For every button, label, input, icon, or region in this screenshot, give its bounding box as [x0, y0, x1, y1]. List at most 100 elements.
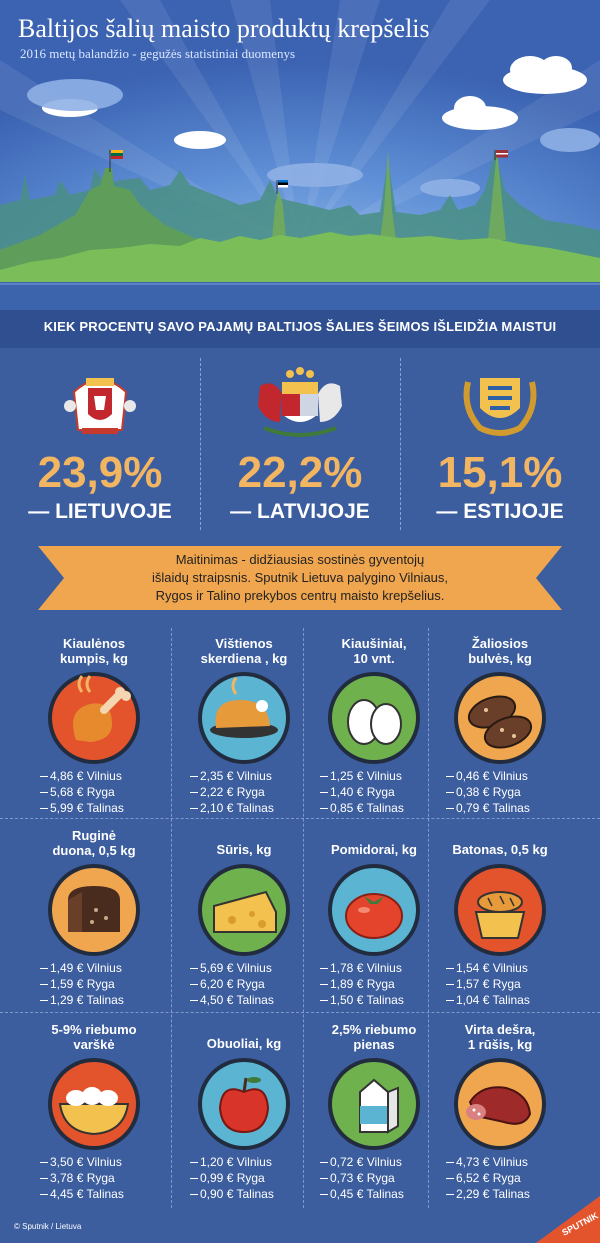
product-card: Žaliosios bulvės, kg 0,46 € Vilnius 0,38 € …: [426, 636, 574, 816]
ribbon-line: Rygos ir Talino prekybos centrų maisto k…: [155, 588, 445, 603]
info-ribbon: [64, 546, 536, 610]
product-name-line: 10 vnt.: [353, 651, 395, 666]
info-ribbon-text: Maitinimas - didžiausias sostinės gyvent…: [80, 551, 520, 605]
product-name-line: 1 rūšis, kg: [467, 1037, 533, 1052]
product-card: Ruginė duona, 0,5 kg 1,49 € Vilnius 1,59 € …: [20, 828, 168, 1008]
price-item: 6,20 € Ryga: [190, 976, 274, 992]
product-name: Kiaulėnos kumpis, kg: [20, 636, 168, 666]
price-item: 2,35 € Vilnius: [190, 768, 274, 784]
page-subtitle: 2016 metų balandžio - gegužės statistini…: [20, 46, 296, 61]
tomato-icon: [326, 862, 422, 958]
price-list: 1,25 € Vilnius 1,40 € Ryga 0,85 € Talinas: [320, 768, 404, 816]
stat-percentage: 23,9%: [37, 448, 163, 497]
product-name: Batonas, 0,5 kg: [426, 842, 574, 857]
price-item: 1,89 € Ryga: [320, 976, 404, 992]
product-name-line: Sūris, kg: [216, 842, 272, 857]
grid-divider: [428, 628, 429, 1208]
product-name: Žaliosios bulvės, kg: [426, 636, 574, 666]
stat-latvia: 22,2% — LATVIJOJE: [200, 348, 400, 538]
grid-divider: [171, 628, 172, 1208]
ribbon-left-tail: [38, 546, 64, 610]
question-band: [0, 310, 600, 348]
grid-divider: [0, 1012, 600, 1013]
flags: [109, 150, 508, 194]
price-item: 1,20 € Vilnius: [190, 1154, 274, 1170]
product-name-line: pienas: [353, 1037, 395, 1052]
product-card: Obuoliai, kg 1,20 € Vilnius 0,99 € Ryga 0,9…: [170, 1022, 318, 1202]
price-item: 0,90 € Talinas: [190, 1186, 274, 1202]
price-item: 2,10 € Talinas: [190, 800, 274, 816]
price-item: 1,25 € Vilnius: [320, 768, 404, 784]
product-card: Sūris, kg 5,69 € Vilnius 6,20 € Ryga 4,50 €…: [170, 828, 318, 1008]
price-item: 1,29 € Talinas: [40, 992, 124, 1008]
roast-chicken-icon: [196, 670, 292, 766]
product-card: Vištienos skerdiena , kg 2,35 € Vilnius 2,2…: [170, 636, 318, 816]
price-item: 1,54 € Vilnius: [446, 960, 530, 976]
price-item: 5,99 € Talinas: [40, 800, 124, 816]
bread-basket-icon: [452, 862, 548, 958]
price-item: 4,50 € Talinas: [190, 992, 274, 1008]
stat-country: — ESTIJOJE: [436, 500, 564, 523]
product-name-line: 5-9% riebumo: [51, 1022, 137, 1037]
price-list: 5,69 € Vilnius 6,20 € Ryga 4,50 € Talinas: [190, 960, 274, 1008]
price-list: 1,78 € Vilnius 1,89 € Ryga 1,50 € Talinas: [320, 960, 404, 1008]
price-item: 0,73 € Ryga: [320, 1170, 404, 1186]
product-name-line: Batonas, 0,5 kg: [452, 842, 548, 857]
price-list: 1,54 € Vilnius 1,57 € Ryga 1,04 € Talinas: [446, 960, 530, 1008]
product-card: Batonas, 0,5 kg 1,54 € Vilnius 1,57 € Ryga…: [426, 828, 574, 1008]
ham-leg-icon: [46, 670, 142, 766]
price-item: 0,72 € Vilnius: [320, 1154, 404, 1170]
product-card: Pomidorai, kg 1,78 € Vilnius 1,89 € Ryga 1,…: [300, 828, 448, 1008]
price-list: 4,73 € Vilnius 6,52 € Ryga 2,29 € Talinas: [446, 1154, 530, 1202]
page-title: Baltijos šalių maisto produktų krepšelis: [18, 14, 430, 43]
product-card: Virta dešra, 1 rūšis, kg 4,73 € Vilnius 6,5…: [426, 1022, 574, 1202]
product-name-line: Ruginė: [71, 828, 117, 843]
apple-icon: [196, 1056, 292, 1152]
stat-country: — LATVIJOJE: [230, 500, 370, 523]
sputnik-logo-icon: SPUTNIK: [536, 1196, 600, 1243]
product-card: Kiaušiniai, 10 vnt. 1,25 € Vilnius 1,40 € R…: [300, 636, 448, 816]
sausage-icon: [452, 1056, 548, 1152]
ribbon-line: išlaidų straipsnis. Sputnik Lietuva paly…: [151, 570, 449, 585]
price-item: 1,40 € Ryga: [320, 784, 404, 800]
price-list: 0,46 € Vilnius 0,38 € Ryga 0,79 € Talinas: [446, 768, 530, 816]
product-name: 5-9% riebumo varškė: [20, 1022, 168, 1052]
product-name-line: Obuoliai, kg: [206, 1036, 282, 1051]
price-item: 1,04 € Talinas: [446, 992, 530, 1008]
lithuania-coat-of-arms-icon: [64, 378, 136, 434]
grid-divider: [0, 818, 600, 819]
price-item: 6,52 € Ryga: [446, 1170, 530, 1186]
price-list: 2,35 € Vilnius 2,22 € Ryga 2,10 € Talinas: [190, 768, 274, 816]
product-name-line: Žaliosios: [471, 636, 529, 651]
price-item: 4,73 € Vilnius: [446, 1154, 530, 1170]
price-item: 2,29 € Talinas: [446, 1186, 530, 1202]
rye-bread-icon: [46, 862, 142, 958]
cottage-cheese-icon: [46, 1056, 142, 1152]
product-name: Obuoliai, kg: [170, 1036, 318, 1051]
price-item: 1,57 € Ryga: [446, 976, 530, 992]
product-name-line: Kiaušiniai,: [341, 636, 407, 651]
clouds: [42, 56, 587, 149]
product-name: Kiaušiniai, 10 vnt.: [300, 636, 448, 666]
footer-credit: © Sputnik / Lietuva: [14, 1222, 82, 1231]
price-item: 0,46 € Vilnius: [446, 768, 530, 784]
price-item: 5,68 € Ryga: [40, 784, 124, 800]
price-item: 0,38 € Ryga: [446, 784, 530, 800]
potatoes-icon: [452, 670, 548, 766]
price-list: 1,20 € Vilnius 0,99 € Ryga 0,90 € Talinas: [190, 1154, 274, 1202]
product-name-line: Virta dešra,: [464, 1022, 536, 1037]
price-item: 1,78 € Vilnius: [320, 960, 404, 976]
product-name-line: kumpis, kg: [60, 651, 128, 666]
product-name-line: 2,5% riebumo: [331, 1022, 417, 1037]
price-item: 1,50 € Talinas: [320, 992, 404, 1008]
divider: [400, 358, 401, 530]
price-list: 3,50 € Vilnius 3,78 € Ryga 4,45 € Talinas: [40, 1154, 124, 1202]
stat-estonia: 15,1% — ESTIJOJE: [400, 348, 600, 538]
stat-country: — LIETUVOJE: [28, 500, 172, 523]
product-name-line: skerdiena , kg: [200, 651, 288, 666]
product-name-line: varškė: [73, 1037, 115, 1052]
hero-illustration: [0, 0, 600, 310]
product-name-line: Kiaulėnos: [62, 636, 126, 651]
product-name-line: duona, 0,5 kg: [52, 843, 136, 858]
price-item: 4,45 € Talinas: [40, 1186, 124, 1202]
